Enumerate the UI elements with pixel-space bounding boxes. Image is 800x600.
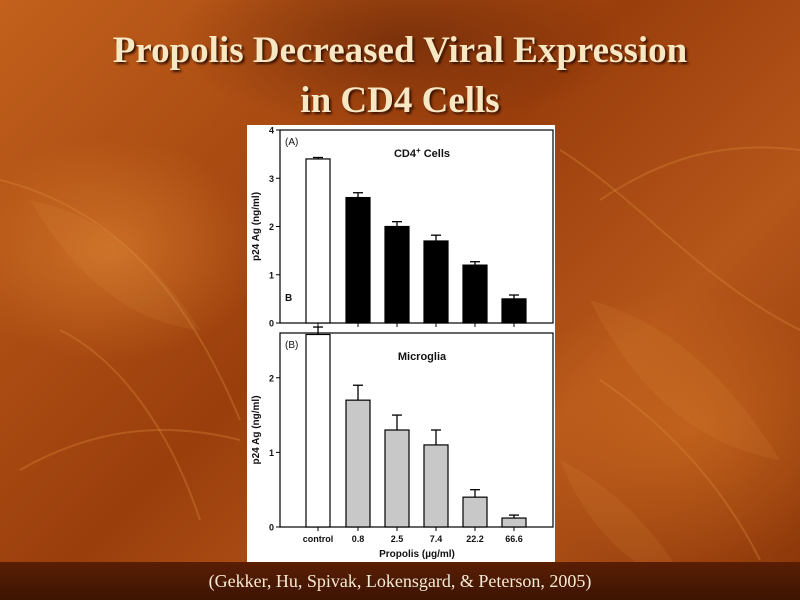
cd4-panel-label: (A) [285,137,298,148]
cd4-bar-4 [423,240,449,324]
microglia-y-tick-label: 2 [269,373,274,383]
microglia-chart-title-main: Microglia [398,351,447,363]
microglia-bar-5 [462,496,488,528]
cd4-bar-1 [305,158,331,324]
microglia-bar-4 [423,444,449,528]
slide-title: Propolis Decreased Viral Expression in C… [20,26,780,126]
cd4-bar-3 [384,225,410,324]
cd4-y-tick-label: 0 [269,319,274,329]
cd4-y-tick-label: 1 [269,270,274,280]
cd4-chart-title: CD4+ Cells [394,146,450,160]
microglia-x-tick-label: 22.2 [466,534,484,544]
microglia-x-tick-label: control [303,534,334,544]
microglia-x-tick-label: 2.5 [391,534,404,544]
cd4-bar-5 [462,264,488,324]
microglia-bar-3 [384,429,410,528]
microglia-bar-6 [501,517,527,528]
bar-chart-figure: 0 1 2 3 4 p24 Ag (ng/ml) (A) B CD4+ Cells 0 1 2 p24 … [251,126,554,560]
cd4-y-tick-label: 3 [269,174,274,184]
microglia-bar-1 [305,333,331,528]
microglia-x-tick-label: 0.8 [352,534,365,544]
cd4-y-tick-label: 4 [269,126,274,136]
microglia-bar-2 [345,399,371,528]
slide-title-line-2: in CD4 Cells [300,80,500,121]
cd4-chart-title-main: CD4 [394,148,417,160]
cd4-bar-6 [501,298,527,324]
citation: (Gekker, Hu, Spivak, Lokensgard, & Peter… [208,571,592,591]
microglia-y-axis-label: p24 Ag (ng/ml) [251,395,262,464]
cd4-bar-2 [345,196,371,324]
cd4-y-tick-label: 2 [269,222,274,232]
microglia-y-tick-label: 1 [269,448,274,458]
microglia-plot-frame [279,332,554,528]
microglia-y-tick-label: 0 [269,523,274,533]
microglia-x-tick-label: 7.4 [430,534,443,544]
microglia-x-tick-label: 66.6 [505,534,523,544]
footer-band [0,562,800,600]
cd4-corner-label: B [285,293,292,304]
cd4-chart-title-superscript: + [416,146,421,155]
microglia-x-axis-label: Propolis (µg/ml) [379,549,455,560]
microglia-panel-label: (B) [285,340,298,351]
slide-title-line-1: Propolis Decreased Viral Expression [112,30,688,71]
cd4-chart-title-suffix: Cells [421,148,450,160]
figure-panel: 0 1 2 3 4 p24 Ag (ng/ml) (A) B CD4+ Cells 0 1 2 p24 … [247,125,555,565]
cd4-y-axis-label: p24 Ag (ng/ml) [251,192,262,261]
microglia-chart-title: Microglia [398,351,447,363]
